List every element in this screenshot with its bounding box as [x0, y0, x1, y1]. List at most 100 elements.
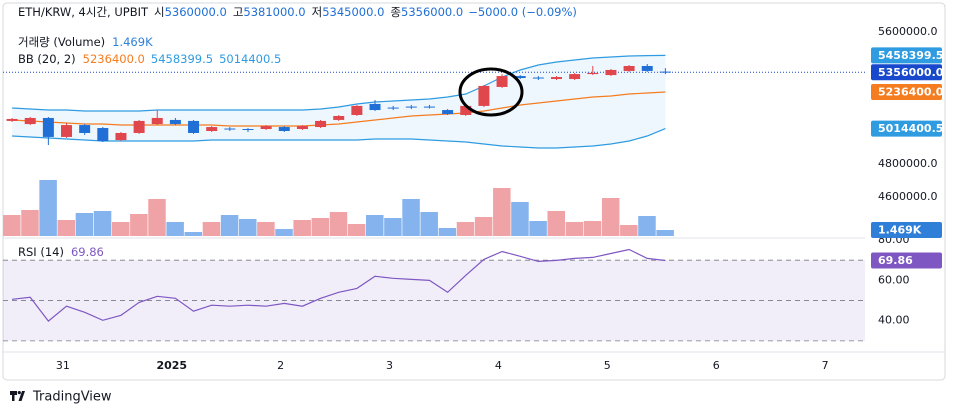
volume-bar	[402, 198, 420, 236]
time-tick-label: 3	[386, 359, 393, 372]
volume-value: 1.469K	[112, 35, 153, 49]
volume-bar	[21, 210, 39, 236]
volume-bar	[329, 211, 348, 236]
candle-body	[605, 69, 617, 76]
price-tick-label: 5600000.0	[878, 25, 938, 38]
candle-body	[115, 132, 127, 141]
candle-body	[623, 65, 635, 71]
change: −5000.0 (−0.09%)	[468, 5, 577, 19]
bb-upper-tag: 5458399.5	[878, 49, 943, 62]
volume-bar	[111, 221, 130, 236]
volume-bar	[366, 214, 384, 236]
volume-bar	[474, 217, 493, 236]
candle-body	[496, 76, 508, 87]
bb-line	[12, 91, 666, 127]
time-tick-label: 7	[822, 359, 829, 372]
ohlc-value: 5360000.0	[165, 5, 227, 19]
candle-body	[478, 85, 490, 106]
rsi-tag-bg	[871, 252, 942, 269]
candle-body	[423, 106, 435, 108]
volume-bar	[257, 221, 275, 236]
time-tick-label: 2	[277, 359, 284, 372]
candle-body	[278, 127, 290, 131]
volume-bar	[638, 215, 656, 236]
candle-body	[79, 125, 91, 133]
candle-body	[42, 117, 54, 137]
candle-body	[442, 110, 454, 115]
volume-legend: 거래량 (Volume) 1.469K	[18, 35, 153, 49]
bb-legend: BB (20, 2) 5236400.0 5458399.5 5014400.5	[18, 52, 281, 66]
volume-bar	[293, 219, 311, 236]
candle-body	[315, 120, 327, 128]
last-price-tag: 5356000.0	[878, 66, 944, 79]
ohlc-label: 종	[390, 5, 401, 19]
ohlc-value: 5381000.0	[243, 5, 305, 19]
volume-bar	[456, 221, 475, 236]
time-tick-label: 4	[495, 359, 502, 372]
bb-middle-tag-bg	[871, 83, 942, 100]
volume-bar	[75, 212, 94, 236]
ohlc-label: 고	[233, 5, 244, 19]
candle-body	[151, 117, 163, 125]
volume-bar	[166, 221, 184, 236]
volume-bar	[565, 221, 584, 236]
brand-name: TradingView	[32, 390, 112, 405]
candle-body	[405, 106, 417, 108]
volume-bar	[583, 221, 602, 236]
header: ETH/KRW, 4시간, UPBIT 시5360000.0 고5381000.0 저…	[18, 5, 577, 19]
volume-bar	[529, 221, 547, 236]
candle-body	[514, 76, 526, 79]
candle-body	[351, 105, 363, 115]
candle-body	[188, 120, 200, 133]
bb-lower: 5014400.5	[219, 52, 281, 66]
bb-title: BB (20, 2)	[18, 52, 76, 66]
candle-body	[569, 74, 581, 80]
time-tick-label: 31	[56, 359, 70, 372]
volume-bar	[3, 214, 21, 236]
volume-bar	[220, 214, 239, 236]
volume-bar	[493, 187, 511, 236]
volume-bar	[620, 225, 638, 236]
volume-bar	[39, 179, 57, 236]
volume-bar	[656, 229, 674, 236]
rsi-tick-label: 40.00	[878, 314, 910, 327]
rsi-legend: RSI (14) 69.86	[18, 245, 104, 259]
volume-bar	[275, 229, 293, 236]
volume-bar	[347, 223, 366, 236]
volume-bar	[438, 227, 457, 236]
candle-body	[532, 77, 544, 79]
bb-upper-tag-bg	[871, 47, 942, 64]
volume-bar	[311, 217, 330, 236]
candle-body	[242, 129, 254, 131]
rsi-line	[12, 248, 666, 322]
price-tick-label: 4600000.0	[878, 190, 938, 203]
volume-bar	[202, 221, 221, 236]
volume-bar	[184, 231, 203, 236]
candle-body	[97, 128, 109, 142]
candle-body	[260, 126, 272, 130]
volume-bar	[238, 219, 257, 236]
candle-body	[387, 107, 399, 109]
volume-bar	[384, 217, 402, 236]
volume-bar	[148, 198, 166, 236]
volume-bar	[547, 210, 565, 236]
last-price-tag-bg	[871, 64, 942, 81]
price-tick-label: 4800000.0	[878, 157, 938, 170]
ohlc-label: 저	[312, 5, 323, 19]
candle-body	[460, 105, 472, 115]
candle-body	[224, 128, 236, 130]
volume-bar	[511, 202, 529, 236]
candle-body	[641, 65, 653, 71]
bb-middle-tag: 5236400.0	[878, 85, 944, 98]
bb-lower-tag: 5014400.5	[878, 122, 943, 135]
ohlc: 시5360000.0 고5381000.0 저5345000.0 종5356000.0	[154, 5, 463, 19]
time-tick-label: 2025	[156, 359, 187, 372]
candle-body	[24, 117, 36, 125]
rsi-tag: 69.86	[878, 254, 913, 267]
bb-upper: 5458399.5	[151, 52, 213, 66]
rsi-value: 69.86	[71, 245, 104, 259]
ohlc-label: 시	[154, 5, 165, 19]
candle-body	[133, 120, 145, 133]
bb-line	[12, 54, 666, 112]
